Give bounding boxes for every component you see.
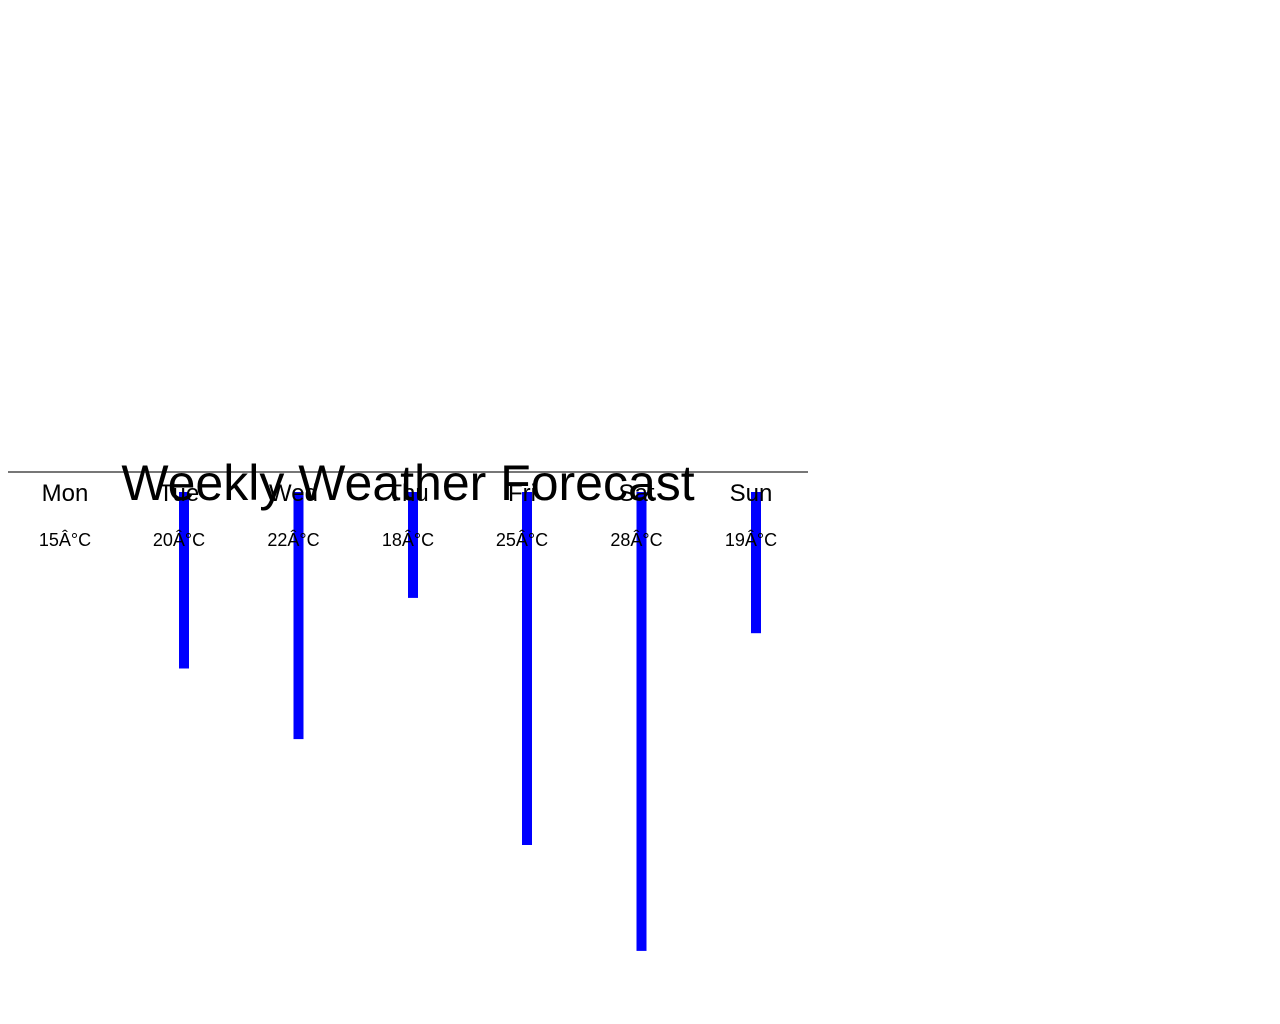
day-label-sat: Sat bbox=[618, 480, 654, 507]
day-label-mon: Mon bbox=[42, 480, 89, 507]
bar-thu bbox=[408, 492, 418, 598]
day-label-fri: Fri bbox=[508, 480, 536, 507]
bar-fri bbox=[522, 492, 532, 845]
bar-wed bbox=[293, 492, 304, 740]
day-label-tue: Tue bbox=[159, 480, 199, 507]
day-label-thu: Thu bbox=[387, 480, 428, 507]
temp-label-sun: 19Â°C bbox=[725, 530, 777, 550]
temp-label-mon: 15Â°C bbox=[39, 530, 91, 550]
bars-group bbox=[179, 492, 761, 951]
bar-sat bbox=[636, 492, 647, 951]
bar-sun bbox=[751, 492, 761, 634]
bar-tue bbox=[179, 492, 189, 669]
temp-label-wed: 22Â°C bbox=[267, 530, 319, 550]
labels-group: Mon 15Â°C Tue 20Â°C Wed 22Â°C Thu 18Â°C Fri 25Â°C… bbox=[39, 480, 777, 550]
day-label-wed: Wed bbox=[269, 480, 318, 507]
temp-label-thu: 18Â°C bbox=[382, 530, 434, 550]
temp-label-sat: 28Â°C bbox=[610, 530, 662, 550]
chart-title: Weekly Weather Forecast bbox=[121, 455, 694, 511]
day-label-sun: Sun bbox=[730, 480, 773, 507]
temp-label-fri: 25Â°C bbox=[496, 530, 548, 550]
temp-label-tue: 20Â°C bbox=[153, 530, 205, 550]
